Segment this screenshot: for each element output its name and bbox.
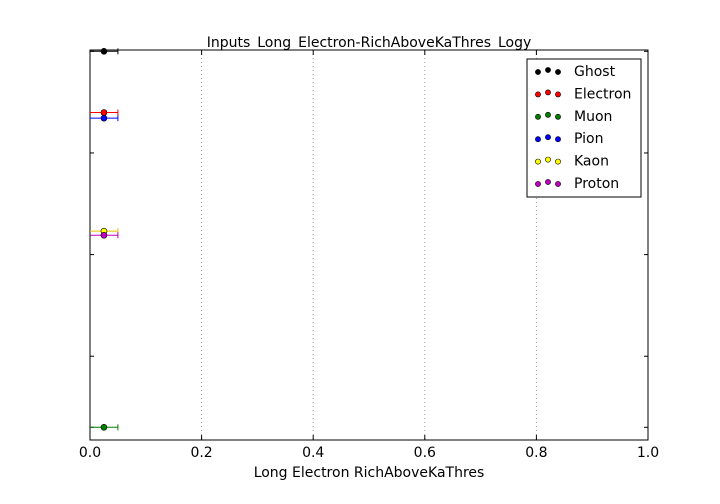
legend-label: Ghost [574,64,616,80]
x-axis-ticks: 0.0 0.2 0.4 0.6 0.8 1.0 [79,50,659,461]
x-tick-label: 0.4 [302,445,324,461]
legend-entry: Ghost [535,64,616,80]
x-tick-label: 0.2 [190,445,212,461]
series-pion [90,114,119,122]
legend-marker [535,113,541,120]
legend-label: Muon [574,109,612,125]
x-axis-label: Long Electron RichAboveKaThres [254,465,485,481]
legend-entry: Pion [535,131,603,147]
legend-marker [535,181,541,187]
legend-marker [545,179,551,185]
legend-marker [545,67,551,73]
data-point [100,424,108,431]
series-muon [90,424,119,431]
legend-marker [535,69,541,75]
legend-marker [555,136,561,143]
legend-label: Electron [574,86,631,102]
legend-label: Pion [574,131,603,147]
legend-marker [535,136,541,143]
series-electron [90,109,119,116]
legend-label: Proton [574,176,619,192]
legend-marker [535,158,541,165]
legend-marker [555,91,561,98]
legend-marker [545,134,551,141]
series-ghost [90,48,119,55]
legend-marker [555,181,561,187]
data-point [100,109,108,116]
legend-marker [535,91,541,98]
x-tick-label: 1.0 [637,445,659,461]
x-tick-label: 0.8 [525,445,547,461]
x-tick-label: 0.0 [79,445,101,461]
data-point [100,48,108,55]
legend-entry: Electron [535,86,631,102]
data-points [90,48,119,431]
legend-marker [555,158,561,165]
plot-area [89,49,649,441]
legend-marker [545,111,551,118]
x-tick-label: 0.6 [414,445,436,461]
legend-marker [555,69,561,75]
grid-lines [201,50,537,440]
legend-box [526,58,642,198]
legend-label: Kaon [574,154,609,170]
data-point [100,231,108,239]
legend: Ghost Electron Muon Pion Kaon Proton [526,58,642,198]
data-point [100,114,108,122]
legend-entry: Kaon [535,154,609,170]
chart-title: Inputs_Long_Electron-RichAboveKaThres_Lo… [207,35,532,51]
series-proton [90,231,119,239]
legend-marker [555,113,561,120]
legend-entry: Proton [535,176,619,192]
legend-marker [545,156,551,163]
legend-entry: Muon [535,109,612,125]
legend-marker [545,89,551,96]
